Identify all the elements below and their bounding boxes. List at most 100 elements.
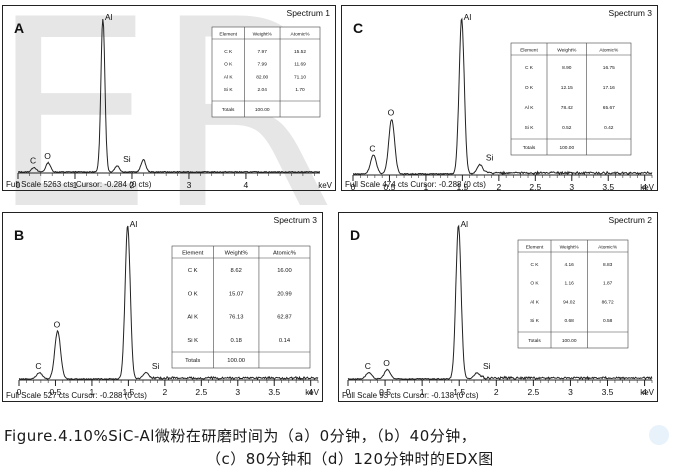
table-cell: 2.04 (258, 87, 268, 93)
table-cell: 15.07 (229, 291, 244, 297)
table-header: Element (520, 48, 538, 54)
x-tick-label: 3 (568, 387, 573, 397)
table-cell: Si K (525, 125, 535, 131)
table-cell: O K (188, 291, 198, 297)
peak-label-o: O (44, 151, 51, 161)
caption-line-2: （c）80分钟和（d）120分钟时的EDX图 (206, 450, 494, 468)
panel-label: A (14, 20, 24, 36)
table-cell: 8.83 (603, 262, 613, 268)
caption-line-1: Figure.4.10%SiC-Al微粉在研磨时间为（a）0分钟，（b）40分钟… (4, 427, 477, 445)
x-tick-label: 2 (494, 387, 499, 397)
table-total: 100.00 (227, 358, 245, 364)
x-tick-label: 4 (244, 180, 249, 190)
table-cell: 1.87 (603, 281, 613, 287)
spectrum-title: Spectrum 1 (287, 8, 331, 18)
x-tick-label: 1 (73, 180, 78, 190)
footer-readout: Full Scale 93 cts Cursor: -0.138 (0 cts) (342, 391, 479, 400)
table-header: Atomic% (598, 245, 618, 251)
table-cell: 78.42 (561, 105, 573, 111)
x-tick-label: 1 (90, 387, 95, 397)
table-cell: Al K (224, 74, 234, 80)
x-tick-label: 0.5 (384, 182, 396, 191)
results-table (510, 42, 632, 156)
table-cell: Si K (187, 338, 198, 344)
x-tick-label: 2.5 (195, 387, 207, 397)
table-cell: 4.16 (564, 262, 574, 268)
footer-readout: Full Scale 474 cts Cursor: -0.288 (0 cts… (345, 180, 486, 189)
table-cell: 82.00 (256, 74, 268, 80)
spectrum-panel-a: 0 1 2 3 4 keV Full Scale 5263 cts Cursor: -0.2… (2, 5, 336, 191)
table-header: Element (526, 245, 544, 251)
x-tick-label: 3.5 (602, 182, 614, 191)
spectrum-panel-c: 0 0.5 1 1.5 2 2.5 3 3.5 4 keV Full Scale 474 cts C… (341, 5, 658, 191)
table-header: Atomic% (599, 48, 619, 54)
peak-label-al: Al (130, 219, 138, 229)
panel-frame (2, 5, 336, 191)
table-cell: 12.15 (561, 85, 573, 91)
spectrum-svg: 0 1 2 3 4 keV Full Scale 5263 cts Cursor: -0.2… (2, 5, 336, 191)
table-cell: O K (530, 281, 539, 287)
table-cell: 0.14 (279, 338, 291, 344)
table-cell: C K (525, 65, 534, 71)
x-tick-label: 3 (187, 180, 192, 190)
peak-label-c: C (369, 143, 375, 153)
panel-label: D (350, 227, 360, 243)
x-axis-label: keV (318, 181, 332, 190)
peak-label-o: O (383, 358, 390, 368)
peak-label-si: Si (123, 154, 131, 164)
table-cell: 15.52 (294, 49, 306, 55)
table-cell: 20.99 (277, 291, 292, 297)
table-header: Weight% (557, 48, 577, 54)
spectrum-panel-b: 0 0.5 1 1.5 2 2.5 3 3.5 4 keV Full Scale 527 cts C… (2, 212, 323, 402)
table-cell: Al K (530, 299, 540, 305)
x-tick-label: 3.5 (602, 387, 614, 397)
x-tick-label: 3.5 (268, 387, 280, 397)
peak-label-c: C (365, 361, 371, 371)
table-cell: 1.16 (564, 281, 574, 287)
x-axis-label: keV (640, 183, 654, 191)
peak-label-al: Al (460, 219, 468, 229)
x-tick-label: 1.5 (122, 387, 134, 397)
table-total: Totals (222, 107, 235, 113)
table-cell: 16.75 (603, 65, 615, 71)
x-tick-label: 2 (130, 180, 135, 190)
x-tick-label: 0.5 (50, 387, 62, 397)
table-cell: 16.00 (277, 268, 292, 274)
peak-label-si: Si (152, 361, 160, 371)
table-cell: O K (525, 85, 534, 91)
x-tick-label: 4 (308, 387, 313, 397)
table-cell: 8.90 (562, 65, 572, 71)
spectrum-trace (18, 225, 319, 381)
table-header: Weight% (225, 251, 248, 257)
table-total: Totals (185, 358, 200, 364)
x-tick-label: 1 (420, 387, 425, 397)
table-total: Totals (523, 145, 536, 151)
table-header: Atomic% (273, 251, 296, 257)
x-tick-label: 1 (424, 182, 429, 191)
table-cell: Si K (224, 87, 234, 93)
table-header: Weight% (560, 245, 580, 251)
table-total: Totals (528, 338, 541, 344)
table-cell: 0.52 (562, 125, 572, 131)
panel-frame (338, 212, 658, 402)
peak-label-o: O (54, 319, 61, 329)
table-cell: 65.67 (603, 105, 615, 111)
table-cell: 0.58 (603, 318, 613, 324)
table-total: 100.00 (562, 338, 577, 344)
panel-frame (341, 5, 658, 191)
table-cell: 7.97 (258, 49, 268, 55)
x-tick-label: 2 (496, 182, 501, 191)
table-cell: 76.13 (229, 315, 244, 321)
table-cell: Al K (187, 315, 198, 321)
x-tick-label: 4 (642, 182, 647, 191)
spectrum-title: Spectrum 3 (609, 8, 653, 18)
spectrum-title: Spectrum 2 (609, 215, 653, 225)
x-axis-label: keV (640, 388, 654, 397)
spectrum-trace (347, 224, 653, 381)
table-header: Element (219, 32, 237, 38)
x-tick-label: 1.5 (456, 182, 468, 191)
x-tick-label: 0 (346, 387, 351, 397)
table-cell: 1.70 (295, 87, 305, 93)
